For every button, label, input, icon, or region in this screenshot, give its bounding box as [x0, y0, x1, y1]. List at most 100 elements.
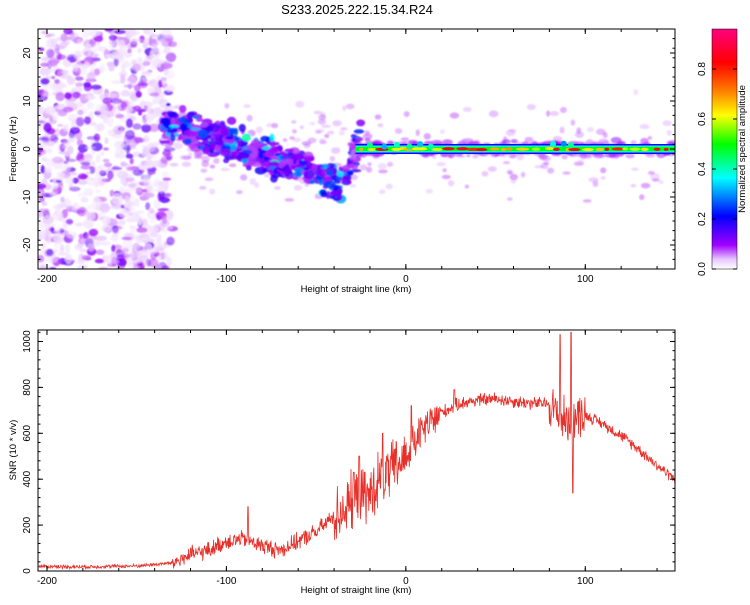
- heatmap-cell: [125, 177, 135, 183]
- heatmap-cell: [52, 234, 60, 242]
- heatmap-cell: [320, 191, 329, 198]
- x-tick-label: 0: [403, 576, 409, 587]
- heatmap-cell: [633, 88, 639, 96]
- heatmap-cell: [104, 137, 109, 145]
- tone-cell: [544, 146, 555, 151]
- heatmap-cell: [110, 252, 117, 261]
- heatmap-cell: [317, 168, 329, 177]
- heatmap-cell: [131, 59, 138, 65]
- y-tick-label: 20: [22, 47, 33, 59]
- heatmap-cell: [56, 103, 65, 110]
- tone-cell: [622, 147, 629, 151]
- snr-layer: [38, 331, 675, 571]
- heatmap-cell: [90, 84, 102, 90]
- heatmap-cell: [267, 141, 280, 146]
- heatmap-cell: [630, 184, 637, 188]
- heatmap-cell: [60, 33, 68, 42]
- heatmap-cell: [69, 172, 78, 176]
- heatmap-cell: [107, 259, 120, 265]
- heatmap-cell: [366, 166, 373, 173]
- heatmap-cell: [237, 151, 250, 160]
- heatmap-cell: [143, 134, 151, 144]
- heatmap-cell: [126, 101, 135, 108]
- heatmap-cell: [283, 152, 288, 158]
- y-tick-label: 0: [22, 568, 33, 574]
- heatmap-cell: [260, 135, 270, 142]
- heatmap-cell: [132, 169, 144, 176]
- heatmap-cell: [146, 72, 151, 77]
- heatmap-cell: [78, 180, 88, 185]
- heatmap-cell: [71, 86, 83, 94]
- heatmap-cell: [164, 85, 175, 92]
- heatmap-cell: [116, 258, 127, 267]
- heatmap-cell: [166, 236, 175, 246]
- heatmap-cell: [246, 165, 252, 171]
- heatmap-cell: [64, 254, 73, 264]
- heatmap-cell: [136, 227, 148, 233]
- heatmap-cell: [110, 80, 123, 85]
- heatmap-cell: [658, 180, 664, 184]
- heatmap-cell: [254, 182, 260, 188]
- heatmap-cell: [77, 143, 89, 153]
- heatmap-cell: [150, 245, 157, 255]
- heatmap-cell: [466, 153, 471, 158]
- heatmap-cell: [243, 104, 251, 109]
- heatmap-cell: [69, 186, 81, 192]
- heatmap-cell: [291, 120, 297, 124]
- heatmap-cell: [307, 137, 317, 144]
- heatmap-cell: [80, 164, 92, 170]
- heatmap-cell: [630, 140, 637, 144]
- heatmap-cell: [160, 156, 168, 165]
- heatmap-cell: [323, 180, 336, 189]
- heatmap-cell: [82, 219, 94, 229]
- tone-cell: [358, 147, 364, 152]
- heatmap-cell: [582, 199, 592, 203]
- heatmap-cell: [209, 123, 221, 132]
- heatmap-cell: [442, 168, 447, 173]
- heatmap-cell: [102, 158, 110, 163]
- heatmap-cell: [159, 140, 171, 144]
- heatmap-cell: [94, 35, 104, 43]
- heatmap-cell: [43, 84, 49, 93]
- tone-cell: [640, 147, 649, 151]
- heatmap-cell: [77, 175, 85, 180]
- heatmap-cell: [137, 48, 142, 54]
- heatmap-cell: [263, 173, 270, 178]
- y-tick-label: 800: [22, 379, 33, 396]
- heatmap-cell: [246, 114, 253, 122]
- heatmap-cell: [501, 139, 511, 144]
- heatmap-cell: [559, 106, 567, 114]
- x-tick-label: 100: [577, 576, 594, 587]
- heatmap-cell: [66, 231, 78, 239]
- heatmap-cell: [125, 118, 133, 129]
- heatmap-cell: [87, 243, 95, 252]
- heatmap-cell: [346, 170, 354, 176]
- heatmap-cell: [160, 29, 173, 36]
- y-tick-label: -20: [22, 237, 33, 252]
- tone-cell: [531, 147, 541, 151]
- heatmap-cell: [72, 63, 79, 72]
- heatmap-cell: [41, 57, 51, 62]
- heatmap-cell: [113, 124, 125, 135]
- heatmap-cell: [183, 138, 192, 145]
- heatmap-cell: [552, 135, 563, 142]
- x-tick-label: -100: [216, 576, 236, 587]
- heatmap-cell: [647, 170, 655, 175]
- heatmap-cell: [157, 191, 162, 202]
- y-tick-label: 200: [22, 516, 33, 533]
- heatmap-cell: [170, 133, 176, 142]
- heatmap-cell: [151, 160, 161, 167]
- heatmap-cell: [319, 141, 328, 145]
- heatmap-cell: [349, 174, 358, 181]
- heatmap-cell: [315, 128, 325, 133]
- heatmap-cell: [168, 124, 180, 128]
- heatmap-cell: [238, 123, 246, 133]
- heatmap-cell: [282, 165, 291, 174]
- snr-xlabel: Height of straight line (km): [301, 585, 412, 596]
- heatmap-cell: [63, 59, 71, 68]
- heatmap-cell: [141, 177, 150, 185]
- heatmap-cell: [597, 138, 610, 146]
- heatmap-cell: [333, 179, 341, 184]
- heatmap-cell: [377, 123, 384, 128]
